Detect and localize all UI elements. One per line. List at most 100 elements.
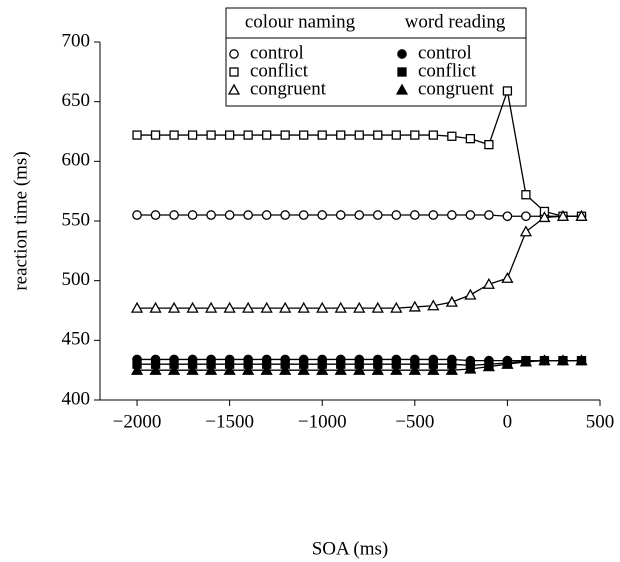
x-tick-label: −1500 <box>205 411 254 432</box>
data-point <box>484 210 494 220</box>
data-point <box>316 301 329 313</box>
data-point <box>297 301 310 313</box>
data-point <box>243 210 253 220</box>
data-point <box>373 130 383 140</box>
y-tick-label: 700 <box>62 30 91 51</box>
x-tick-label: 0 <box>503 411 513 432</box>
data-point <box>187 210 198 220</box>
legend-label: control <box>250 42 304 63</box>
data-point <box>482 277 495 289</box>
data-point <box>354 130 364 140</box>
data-point <box>428 130 438 140</box>
legend-box <box>225 7 527 107</box>
data-point <box>390 363 403 375</box>
legend-label: conflict <box>418 60 477 81</box>
data-point <box>206 210 216 220</box>
data-point <box>408 300 421 312</box>
data-point <box>223 301 236 313</box>
data-point <box>538 211 551 223</box>
data-point <box>262 130 272 140</box>
legend-marker <box>395 83 409 95</box>
x-tick-label: −1000 <box>298 411 347 432</box>
data-point <box>447 210 457 220</box>
y-tick-label: 500 <box>62 269 91 290</box>
data-point <box>243 130 253 140</box>
data-point <box>353 301 366 313</box>
data-point <box>186 301 199 313</box>
data-point <box>149 363 162 375</box>
data-point <box>297 363 310 375</box>
data-point <box>484 139 494 150</box>
data-point <box>130 363 144 375</box>
data-point <box>391 130 401 140</box>
data-point <box>317 210 328 220</box>
data-point <box>149 301 162 313</box>
data-point <box>132 130 142 140</box>
legend-marker <box>227 83 241 95</box>
data-point <box>427 299 440 311</box>
data-point <box>501 357 514 369</box>
data-point <box>575 209 588 221</box>
data-point <box>186 363 199 375</box>
data-point <box>519 355 533 367</box>
data-point <box>575 354 588 366</box>
data-point <box>299 130 309 140</box>
legend-marker <box>397 49 407 59</box>
legend-title: word reading <box>405 11 506 32</box>
data-point <box>336 130 346 140</box>
data-point <box>410 130 420 140</box>
y-tick-label: 600 <box>62 150 91 171</box>
legend-label: congruent <box>250 78 327 99</box>
x-tick-label: 500 <box>586 411 615 432</box>
data-point <box>464 288 477 300</box>
data-point <box>223 363 236 375</box>
y-tick-label: 400 <box>62 388 91 409</box>
data-point <box>445 363 458 375</box>
data-point <box>260 301 273 313</box>
legend-title: colour naming <box>245 11 356 32</box>
data-point <box>353 363 366 375</box>
data-point <box>538 354 551 366</box>
data-point <box>354 210 365 220</box>
data-point <box>167 301 181 313</box>
data-point <box>428 210 439 220</box>
data-point <box>502 211 513 222</box>
data-point <box>409 210 420 220</box>
data-point <box>391 210 402 220</box>
data-point <box>205 363 218 375</box>
data-point <box>427 363 440 375</box>
legend-marker <box>397 67 407 77</box>
data-point <box>317 130 327 140</box>
data-point <box>447 131 457 141</box>
data-point <box>187 130 198 140</box>
data-point <box>279 363 292 375</box>
y-tick-label: 450 <box>62 329 91 350</box>
data-point <box>501 271 514 283</box>
data-point <box>521 190 531 200</box>
y-tick-label: 650 <box>62 90 91 111</box>
data-point <box>206 130 216 140</box>
data-point <box>335 210 346 220</box>
data-point <box>280 130 290 140</box>
data-point <box>150 130 161 140</box>
data-point <box>502 86 513 96</box>
y-axis-label: reaction time (ms) <box>10 151 31 290</box>
data-point <box>298 210 309 220</box>
data-point <box>334 301 347 313</box>
y-tick-label: 550 <box>62 209 91 230</box>
data-point <box>280 210 291 220</box>
data-point <box>408 363 421 375</box>
data-point <box>521 211 531 222</box>
data-point <box>169 210 179 220</box>
data-point <box>556 354 570 366</box>
data-point <box>261 210 272 220</box>
data-point <box>224 210 235 220</box>
legend-marker <box>229 49 239 59</box>
data-point <box>371 301 384 313</box>
legend-label: conflict <box>250 60 309 81</box>
data-point <box>482 360 495 372</box>
data-point <box>519 225 533 237</box>
data-point <box>371 363 384 375</box>
legend-label: control <box>418 42 472 63</box>
